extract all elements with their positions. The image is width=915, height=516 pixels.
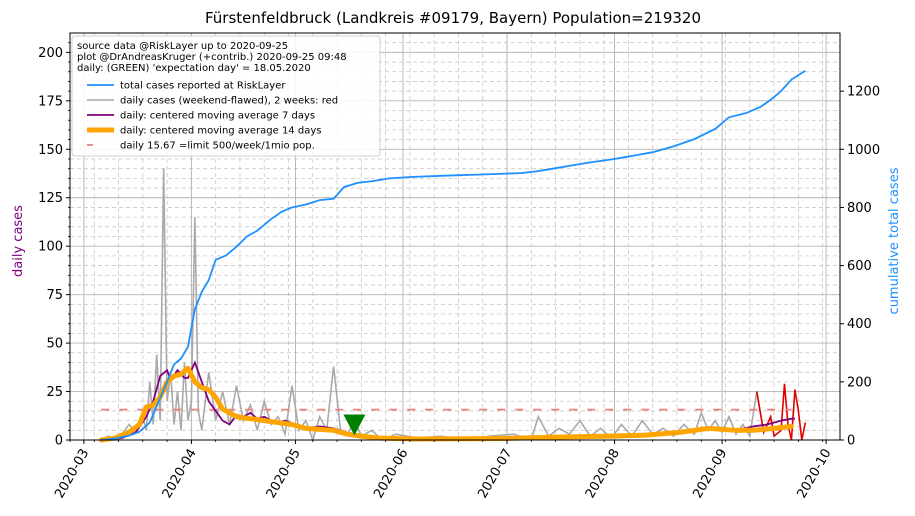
expectation-day-marker — [343, 414, 366, 436]
series-layer — [98, 70, 807, 443]
series-daily-cases-recent-line — [755, 383, 807, 441]
y-tick-label-left: 200 — [38, 46, 63, 61]
y-tick-label-left: 75 — [46, 288, 63, 303]
series-daily-cases-line — [100, 168, 765, 443]
y-tick-label-left: 50 — [46, 337, 63, 352]
y-tick-label-right: 1200 — [847, 85, 880, 100]
y-axis-label-left: daily cases — [11, 205, 26, 277]
legend-header-line: plot @DrAndreasKruger (+contrib.) 2020-0… — [77, 52, 347, 63]
legend-header-line: source data @RiskLayer up to 2020-09-25 — [77, 41, 288, 52]
y-tick-label-right: 1000 — [847, 143, 880, 158]
legend-header-line: daily: (GREEN) 'expectation day' = 18.05… — [77, 63, 311, 74]
y-tick-label-right: 600 — [847, 259, 872, 274]
legend-label: daily cases (weekend-flawed), 2 weeks: r… — [120, 96, 338, 107]
legend-label: total cases reported at RiskLayer — [120, 81, 286, 92]
y-tick-label-left: 125 — [38, 191, 63, 206]
legend: source data @RiskLayer up to 2020-09-25p… — [71, 35, 381, 157]
y-axis-label-right: cumulative total cases — [887, 167, 902, 314]
legend-label: daily 15.67 =limit 500/week/1mio pop. — [120, 141, 315, 152]
y-tick-label-left: 0 — [55, 434, 63, 449]
y-tick-label-left: 175 — [38, 94, 63, 109]
y-tick-label-right: 0 — [847, 434, 855, 449]
y-tick-label-right: 200 — [847, 375, 872, 390]
series-total-cases-line — [101, 70, 806, 441]
chart-title: Fürstenfeldbruck (Landkreis #09179, Baye… — [205, 9, 701, 27]
legend-box — [71, 35, 381, 157]
legend-label: daily: centered moving average 14 days — [120, 126, 321, 137]
y-tick-label-left: 25 — [46, 385, 63, 400]
y-tick-label-right: 800 — [847, 201, 872, 216]
y-tick-label-left: 150 — [38, 143, 63, 158]
legend-label: daily: centered moving average 7 days — [120, 111, 315, 122]
y-tick-label-left: 100 — [38, 240, 63, 255]
y-tick-label-right: 400 — [847, 317, 872, 332]
